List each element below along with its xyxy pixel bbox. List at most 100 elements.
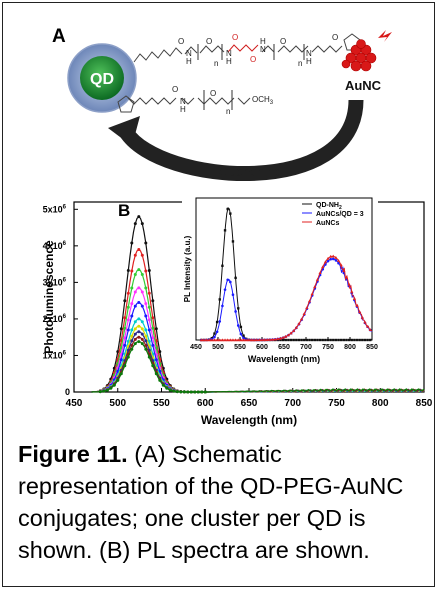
inset-point (215, 330, 219, 334)
x-tick-label: 550 (153, 398, 170, 409)
inset-point (221, 304, 224, 308)
inset-point (242, 334, 245, 337)
inset-point (236, 338, 240, 342)
spectrum-point (137, 286, 141, 290)
inset-point (352, 297, 356, 300)
inset-x-tick-label: 850 (366, 344, 378, 351)
spectrum-point (144, 269, 148, 273)
x-tick-label: 600 (197, 398, 214, 409)
spectrum-point (168, 388, 172, 392)
spectrum-point (130, 328, 134, 332)
spectrum-point (144, 328, 148, 332)
spectrum-point (137, 215, 141, 219)
spectrum-point (144, 302, 148, 306)
inset-point (252, 338, 256, 342)
inset-point (369, 338, 372, 342)
inset-point (229, 212, 232, 215)
inset-point (289, 338, 293, 342)
spectrum-point (140, 327, 144, 331)
spectrum-point (130, 314, 134, 318)
inset-point (303, 338, 306, 342)
inset-point (347, 282, 351, 286)
spectrum-point (147, 318, 151, 322)
inset-point (212, 338, 217, 342)
inset-point (287, 338, 290, 342)
svg-text:O: O (210, 89, 216, 98)
spectrum-point (126, 305, 130, 309)
spectrum-point (147, 291, 151, 295)
inset-point (223, 229, 227, 232)
y-tick-label: 5x106 (43, 204, 67, 214)
spectrum-point (126, 355, 130, 359)
spectrum-point (133, 320, 137, 324)
inset-point (321, 338, 324, 342)
inset-point (281, 338, 285, 342)
inset-point (318, 338, 322, 342)
spectrum-point (123, 336, 127, 340)
spectrum-point (165, 386, 169, 390)
inset-point (207, 338, 211, 342)
svg-text:H: H (306, 57, 312, 66)
spectrum-point (140, 332, 144, 336)
spectrum-point (154, 358, 158, 362)
inset-point (199, 338, 203, 342)
inset-point (300, 338, 303, 342)
spectrum-point (147, 328, 151, 332)
inset-point (361, 338, 364, 342)
inset-point (268, 338, 272, 341)
inset-point (307, 299, 312, 303)
spectrum-point (126, 318, 130, 322)
spectrum-point (189, 390, 193, 394)
spectrum-point (126, 291, 130, 295)
inset-point (334, 256, 338, 259)
inset-point (358, 338, 361, 342)
inset-point (366, 338, 369, 342)
spectrum-point (140, 290, 144, 294)
inset-point (204, 338, 209, 342)
inset-point (355, 338, 359, 342)
svg-text:O: O (280, 37, 286, 46)
inset-point (257, 338, 261, 342)
inset-point (302, 312, 306, 315)
spectrum-point (137, 335, 141, 339)
spectrum-point (182, 390, 186, 394)
spectrum-point (147, 339, 151, 343)
inset-point (229, 280, 232, 284)
inset-point (239, 325, 243, 329)
spectrum-point (151, 364, 155, 368)
inset-point (234, 276, 237, 280)
spectrum-point (133, 222, 137, 226)
quenching-arrow (119, 99, 364, 182)
inset-point (339, 263, 343, 267)
inset-point (234, 338, 238, 342)
svg-text:O: O (232, 33, 238, 42)
inset-legend-entry: AuNCs/QD = 3 (302, 211, 364, 218)
spectrum-point (140, 320, 144, 324)
inset-point (342, 338, 346, 342)
inset-point (310, 338, 314, 342)
spectrum-point (186, 390, 190, 394)
spectrum-point (144, 241, 148, 245)
inset-point (228, 338, 232, 342)
spectrum-point (137, 330, 141, 334)
inset-x-tick-label: 750 (322, 344, 334, 351)
spectrum-point (147, 355, 151, 359)
spectrum-point (123, 343, 127, 347)
spectrum-point (133, 332, 137, 336)
spectrum-point (130, 269, 134, 273)
inset-x-tick-label: 500 (212, 344, 224, 351)
svg-text:N: N (186, 49, 192, 58)
spectrum-point (154, 327, 158, 331)
spectrum-point (151, 326, 155, 330)
inset-point (281, 336, 285, 339)
inset-point (292, 338, 295, 342)
inset-point (236, 324, 240, 327)
legend-label: AuNCs (316, 220, 339, 227)
lower-peg-chain (117, 90, 251, 113)
inset-point (221, 264, 224, 267)
inset-point (297, 322, 301, 325)
inset-point (326, 259, 330, 263)
inset-point (273, 337, 277, 341)
inset-point (255, 338, 259, 342)
inset-point (247, 338, 251, 342)
